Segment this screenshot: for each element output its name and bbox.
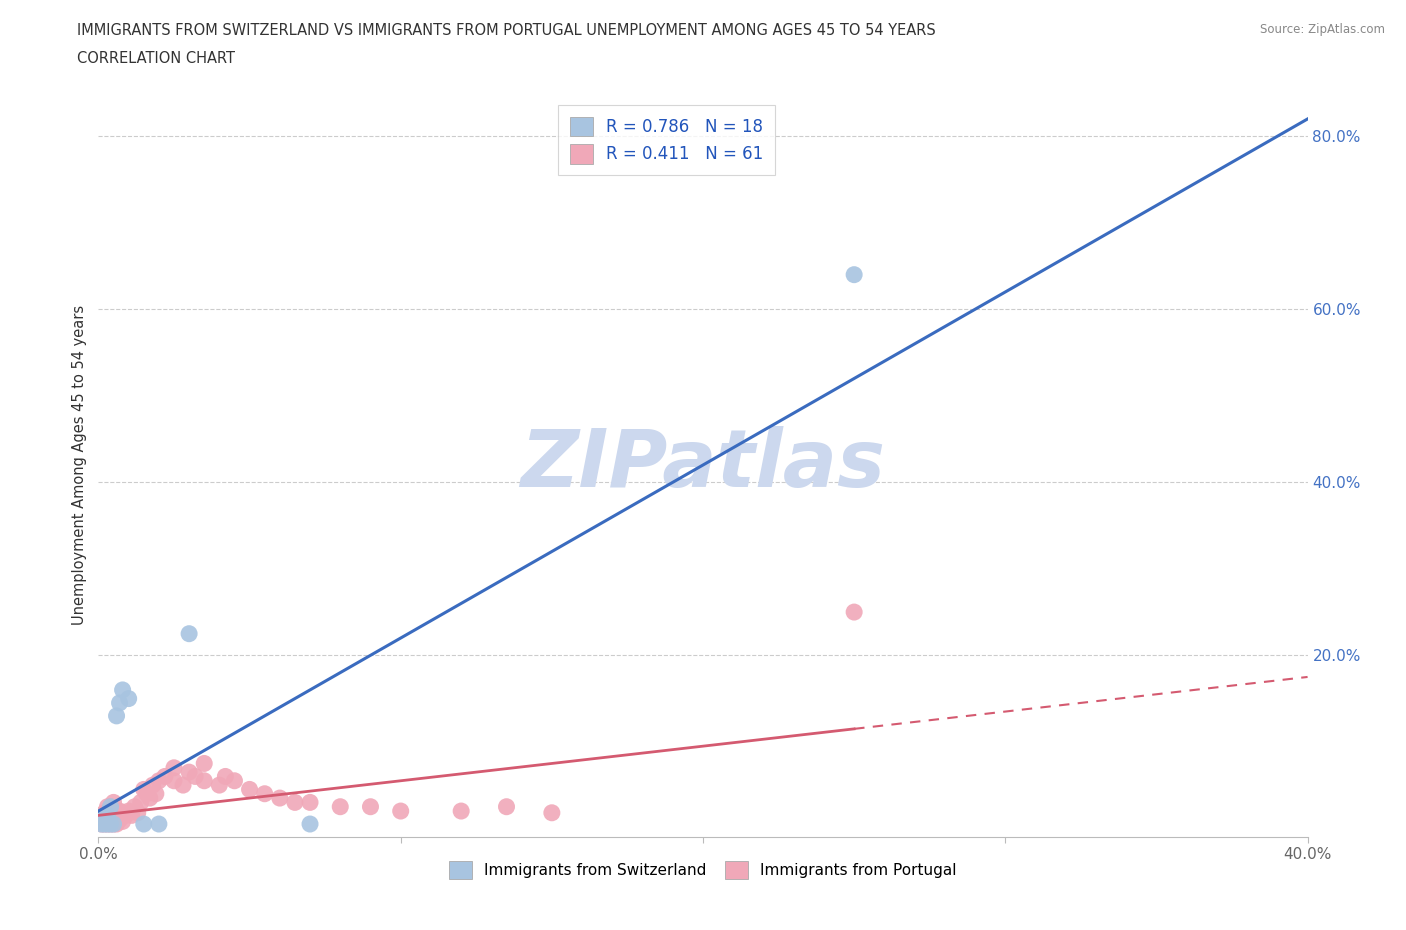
Point — [129, 795, 152, 810]
Point — [389, 804, 412, 818]
Point — [208, 777, 231, 792]
Point — [100, 805, 122, 820]
Point — [163, 774, 186, 789]
Point — [284, 795, 307, 810]
Point — [148, 817, 170, 831]
Point — [145, 786, 167, 801]
Point — [214, 769, 236, 784]
Point — [153, 769, 176, 784]
Text: Source: ZipAtlas.com: Source: ZipAtlas.com — [1260, 23, 1385, 36]
Point — [193, 756, 215, 771]
Text: CORRELATION CHART: CORRELATION CHART — [77, 51, 235, 66]
Point — [96, 799, 118, 814]
Point — [844, 267, 866, 282]
Point — [103, 817, 125, 831]
Legend: Immigrants from Switzerland, Immigrants from Portugal: Immigrants from Switzerland, Immigrants … — [443, 856, 963, 885]
Point — [103, 795, 125, 810]
Point — [163, 761, 186, 776]
Point — [96, 814, 118, 829]
Point — [124, 799, 146, 814]
Point — [105, 817, 128, 831]
Point — [93, 817, 115, 831]
Point — [121, 808, 143, 823]
Point — [299, 795, 322, 810]
Point — [100, 812, 122, 827]
Point — [184, 769, 207, 784]
Point — [90, 817, 112, 831]
Point — [108, 804, 131, 818]
Point — [269, 790, 291, 805]
Point — [844, 604, 866, 619]
Point — [100, 799, 122, 814]
Point — [96, 817, 118, 831]
Point — [111, 805, 134, 820]
Point — [100, 817, 122, 831]
Point — [100, 799, 122, 814]
Point — [111, 814, 134, 829]
Point — [139, 790, 162, 805]
Point — [105, 808, 128, 823]
Point — [224, 774, 246, 789]
Point — [93, 811, 115, 826]
Point — [329, 799, 352, 814]
Point — [90, 808, 112, 823]
Point — [90, 817, 112, 831]
Point — [132, 782, 155, 797]
Point — [118, 691, 141, 706]
Point — [103, 817, 125, 831]
Point — [96, 808, 118, 823]
Text: IMMIGRANTS FROM SWITZERLAND VS IMMIGRANTS FROM PORTUGAL UNEMPLOYMENT AMONG AGES : IMMIGRANTS FROM SWITZERLAND VS IMMIGRANT… — [77, 23, 936, 38]
Point — [103, 805, 125, 820]
Point — [540, 805, 562, 820]
Text: ZIPatlas: ZIPatlas — [520, 426, 886, 504]
Point — [142, 777, 165, 792]
Point — [105, 709, 128, 724]
Point — [179, 626, 201, 641]
Point — [172, 777, 194, 792]
Point — [108, 696, 131, 711]
Point — [118, 804, 141, 818]
Point — [100, 817, 122, 831]
Point — [253, 786, 276, 801]
Point — [135, 786, 157, 801]
Point — [148, 774, 170, 789]
Point — [114, 808, 136, 823]
Point — [103, 812, 125, 827]
Point — [450, 804, 472, 818]
Point — [111, 683, 134, 698]
Point — [90, 812, 112, 827]
Point — [96, 817, 118, 831]
Point — [132, 817, 155, 831]
Point — [93, 814, 115, 829]
Point — [90, 812, 112, 827]
Point — [193, 774, 215, 789]
Point — [495, 799, 517, 814]
Point — [96, 805, 118, 820]
Point — [179, 764, 201, 779]
Point — [108, 812, 131, 827]
Point — [93, 812, 115, 827]
Point — [360, 799, 382, 814]
Point — [93, 817, 115, 831]
Point — [239, 782, 262, 797]
Point — [299, 817, 322, 831]
Y-axis label: Unemployment Among Ages 45 to 54 years: Unemployment Among Ages 45 to 54 years — [72, 305, 87, 625]
Point — [96, 811, 118, 826]
Point — [127, 805, 149, 820]
Point — [93, 805, 115, 820]
